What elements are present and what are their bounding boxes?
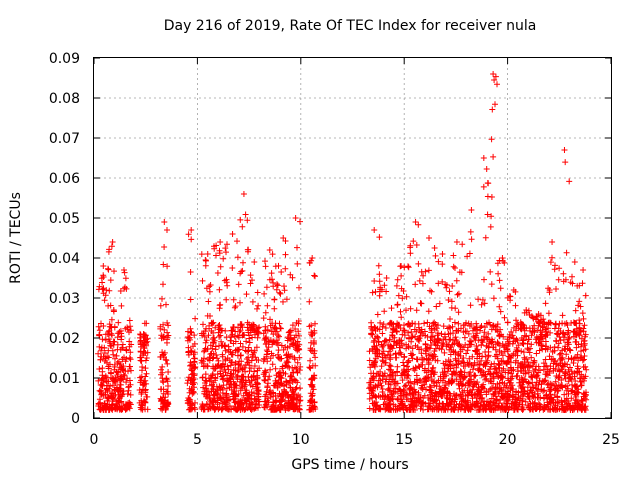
- x-tick-label: 15: [395, 432, 413, 448]
- y-tick-label: 0.09: [49, 51, 80, 67]
- y-tick-label: 0.08: [49, 91, 80, 107]
- x-tick-label: 0: [90, 432, 99, 448]
- y-tick-label: 0.02: [49, 331, 80, 347]
- x-tick-label: 10: [292, 432, 310, 448]
- data-points: [95, 71, 590, 413]
- roti-points: [95, 71, 590, 413]
- chart-title: Day 216 of 2019, Rate Of TEC Index for r…: [163, 18, 537, 34]
- y-tick-label: 0.03: [49, 291, 80, 307]
- y-tick-label: 0.01: [49, 371, 80, 387]
- y-tick-label: 0: [71, 411, 80, 427]
- x-tick-label: 25: [602, 432, 620, 448]
- x-axis-label: GPS time / hours: [291, 457, 409, 473]
- x-tick-label: 5: [193, 432, 202, 448]
- axis-ticks: 0 5 10 15 20 25 0 0.01 0.02 0.03 0.04 0.05 0.06 0.07 0…: [49, 51, 620, 448]
- x-tick-label: 20: [499, 432, 517, 448]
- plot-frame: [93, 57, 612, 419]
- y-tick-label: 0.06: [49, 171, 80, 187]
- y-tick-label: 0.04: [49, 251, 80, 267]
- y-tick-label: 0.07: [49, 131, 80, 147]
- y-tick-label: 0.05: [49, 211, 80, 227]
